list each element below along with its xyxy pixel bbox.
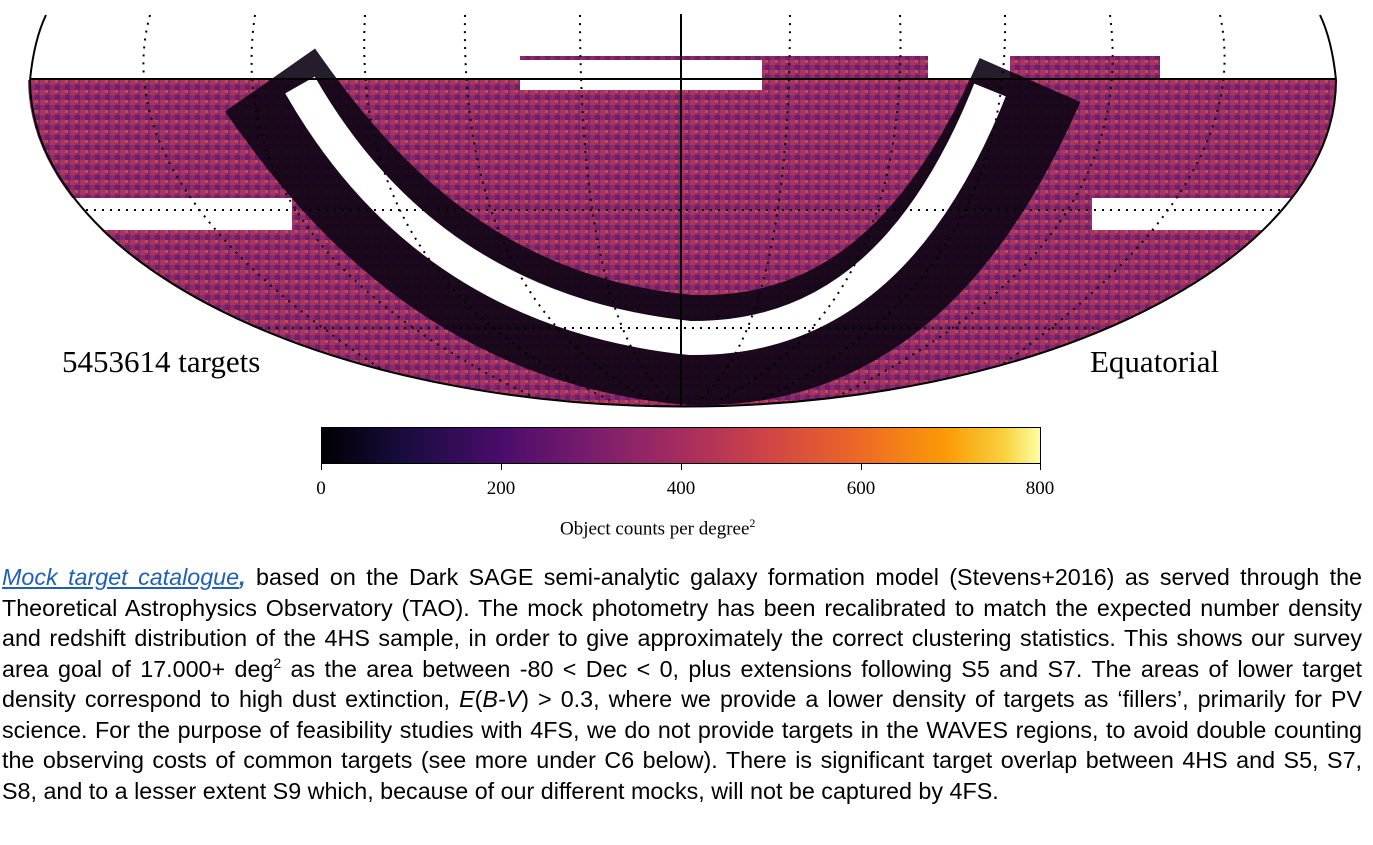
mock-catalogue-link[interactable]: Mock target catalogue — [2, 564, 240, 590]
colorbar-tick-label: 800 — [1025, 478, 1055, 499]
caption-comma: , — [239, 564, 246, 590]
ebv-open: ( — [474, 686, 483, 712]
ebv-e: E — [459, 686, 475, 712]
caption-part-2: as the area between -80 < Dec < 0, plus … — [2, 655, 1362, 713]
sky-density-map — [28, 0, 1337, 408]
colorbar-label-superscript: 2 — [749, 516, 756, 530]
colorbar-tick — [501, 464, 502, 470]
colorbar-tick — [1040, 464, 1041, 470]
caption-part-1: based on the Dark SAGE semi-analytic gal… — [2, 564, 1363, 682]
colorbar-tick-label: 600 — [846, 478, 876, 499]
figure-caption: Mock target catalogue, based on the Dark… — [2, 562, 1362, 806]
colorbar-tick — [321, 464, 322, 470]
colorbar — [321, 427, 1041, 464]
ebv-close: ) > 0.3, — [521, 686, 600, 712]
colorbar-tick — [681, 464, 682, 470]
colorbar-tick-label: 400 — [666, 478, 696, 499]
colorbar-tick — [861, 464, 862, 470]
colorbar-tick-label: 0 — [316, 478, 326, 499]
colorbar-label-text: Object counts per degree — [560, 518, 750, 540]
target-count-label: 5453614 targets — [62, 344, 261, 379]
caption-part-3: where we provide a lower density of targ… — [2, 686, 1363, 804]
colorbar-label: Object counts per degree2 — [560, 516, 755, 540]
waves-strip-right — [1092, 198, 1332, 230]
ebv-bv: B-V — [482, 686, 522, 712]
colorbar-tick-label: 200 — [486, 478, 516, 499]
coordinate-frame-label: Equatorial — [1090, 344, 1220, 379]
caption-superscript: 2 — [273, 654, 282, 671]
